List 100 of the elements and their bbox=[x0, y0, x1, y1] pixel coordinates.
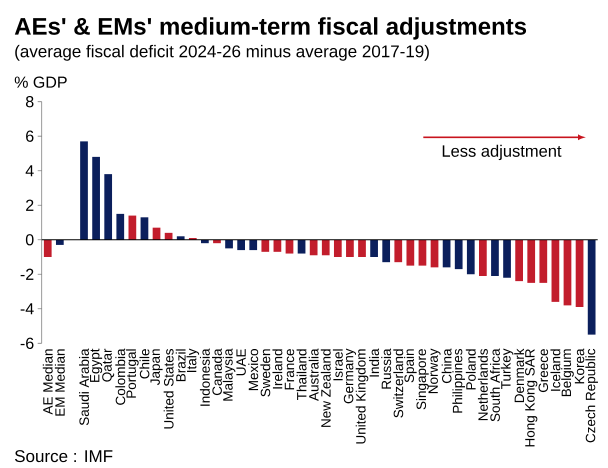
bar bbox=[539, 240, 548, 283]
bar bbox=[322, 240, 330, 256]
x-tick-label: France bbox=[284, 349, 294, 390]
x-tick-label: Brazil bbox=[176, 349, 186, 382]
bar bbox=[418, 240, 426, 266]
x-tick-label: Germany bbox=[344, 348, 356, 404]
bar bbox=[310, 240, 318, 256]
bar bbox=[225, 240, 233, 248]
bar bbox=[128, 216, 136, 240]
x-tick-label: Qatar bbox=[102, 348, 114, 382]
x-tick-label: New Zealand bbox=[320, 349, 331, 427]
x-tick-label: Philippines bbox=[452, 349, 465, 413]
bar bbox=[92, 156, 100, 240]
bar bbox=[394, 240, 402, 262]
x-tick-label: Thailand bbox=[296, 349, 307, 400]
bar bbox=[515, 240, 523, 282]
x-tick-label: Israel bbox=[332, 349, 343, 380]
bar bbox=[588, 240, 596, 335]
x-tick-label: Czech Republic bbox=[585, 348, 598, 442]
bar bbox=[564, 240, 572, 306]
y-tick-label: 6 bbox=[26, 130, 34, 142]
x-tick-label: Ireland bbox=[272, 349, 282, 389]
x-tick-label: Hong Kong SAR bbox=[525, 349, 538, 446]
x-tick-label: Netherlands bbox=[478, 348, 488, 420]
x-tick-label: Denmark bbox=[514, 348, 524, 402]
x-tick-label: Colombia bbox=[115, 348, 126, 405]
x-tick-label: China bbox=[442, 348, 452, 384]
y-tick-label: -6 bbox=[20, 338, 34, 349]
x-tick-label: Portugal bbox=[126, 349, 139, 398]
x-tick-label: Canada bbox=[212, 348, 222, 396]
x-tick-label: Italy bbox=[186, 348, 200, 372]
bar bbox=[370, 240, 378, 257]
x-tick-label: Australia bbox=[308, 348, 319, 401]
x-tick-label: Greece bbox=[538, 349, 548, 392]
x-tick-label: United Kingdom bbox=[356, 349, 368, 444]
x-tick-label: Belgium bbox=[561, 349, 574, 396]
y-tick-label: -2 bbox=[20, 268, 34, 280]
y-tick-label: 0 bbox=[26, 234, 34, 246]
chart-subtitle: (average fiscal deficit 2024-26 minus average 2017-19) bbox=[15, 44, 429, 61]
bar bbox=[249, 240, 258, 250]
bar bbox=[454, 240, 463, 270]
bar bbox=[552, 240, 560, 302]
bar bbox=[286, 240, 294, 254]
x-tick-label: Mexico bbox=[248, 349, 258, 390]
x-tick-label: Switzerland bbox=[393, 349, 404, 418]
x-tick-label: Norway bbox=[428, 348, 441, 394]
bar bbox=[237, 240, 246, 250]
x-tick-label: Iceland bbox=[550, 349, 560, 391]
x-tick-label: Chile bbox=[139, 349, 150, 379]
x-tick-label: Indonesia bbox=[200, 348, 210, 406]
y-axis-title: % GDP bbox=[14, 76, 67, 88]
bar bbox=[430, 240, 438, 268]
x-tick-label: Egypt bbox=[90, 348, 102, 382]
x-tick-label: UAE bbox=[236, 349, 246, 376]
x-tick-label: Korea bbox=[574, 348, 584, 384]
bar bbox=[140, 217, 148, 240]
bar bbox=[491, 240, 499, 276]
annotation: Less adjustment bbox=[442, 144, 562, 160]
source-note: Source : IMF bbox=[14, 450, 112, 462]
bar bbox=[104, 174, 112, 240]
bar bbox=[56, 240, 64, 245]
bar bbox=[274, 240, 282, 252]
bar bbox=[479, 240, 487, 276]
bar bbox=[358, 240, 366, 257]
x-tick-label: Poland bbox=[466, 349, 476, 390]
bar bbox=[152, 228, 160, 240]
x-tick-label: India bbox=[369, 348, 380, 377]
bar bbox=[406, 240, 414, 266]
x-tick-label: Saudi Arabia bbox=[79, 348, 89, 426]
bar bbox=[80, 141, 88, 240]
bar bbox=[261, 240, 270, 252]
bar bbox=[346, 240, 354, 257]
x-tick-label: Russia bbox=[381, 348, 392, 389]
x-tick-label: Spain bbox=[404, 349, 417, 382]
bar bbox=[527, 240, 536, 283]
y-tick-label: 4 bbox=[26, 165, 34, 176]
bar bbox=[466, 240, 475, 274]
bar bbox=[382, 240, 390, 262]
chart-title: AEs' & EMs' medium-term fiscal adjustments bbox=[14, 17, 526, 40]
x-tick-label: Sweden bbox=[260, 349, 270, 397]
bar bbox=[213, 240, 221, 244]
x-tick-label: AE Median bbox=[42, 349, 53, 414]
bar bbox=[576, 240, 584, 308]
bar bbox=[503, 240, 511, 278]
x-tick-label: United States bbox=[164, 349, 174, 428]
bar bbox=[298, 240, 306, 254]
x-tick-label: EM Median bbox=[54, 349, 65, 416]
bar bbox=[334, 240, 342, 257]
x-tick-label: Turkey bbox=[500, 348, 514, 389]
bar bbox=[44, 240, 52, 257]
bar bbox=[164, 232, 172, 240]
y-tick-label: -4 bbox=[20, 303, 34, 314]
y-tick-label: 8 bbox=[26, 96, 34, 108]
x-tick-label: Malaysia bbox=[222, 348, 236, 401]
bar bbox=[116, 214, 124, 240]
x-tick-label: South Africa bbox=[490, 348, 500, 422]
x-tick-label: Singapore bbox=[416, 349, 429, 410]
bar bbox=[442, 240, 450, 268]
x-tick-label: Japan bbox=[150, 349, 163, 386]
y-tick-label: 2 bbox=[26, 200, 34, 211]
